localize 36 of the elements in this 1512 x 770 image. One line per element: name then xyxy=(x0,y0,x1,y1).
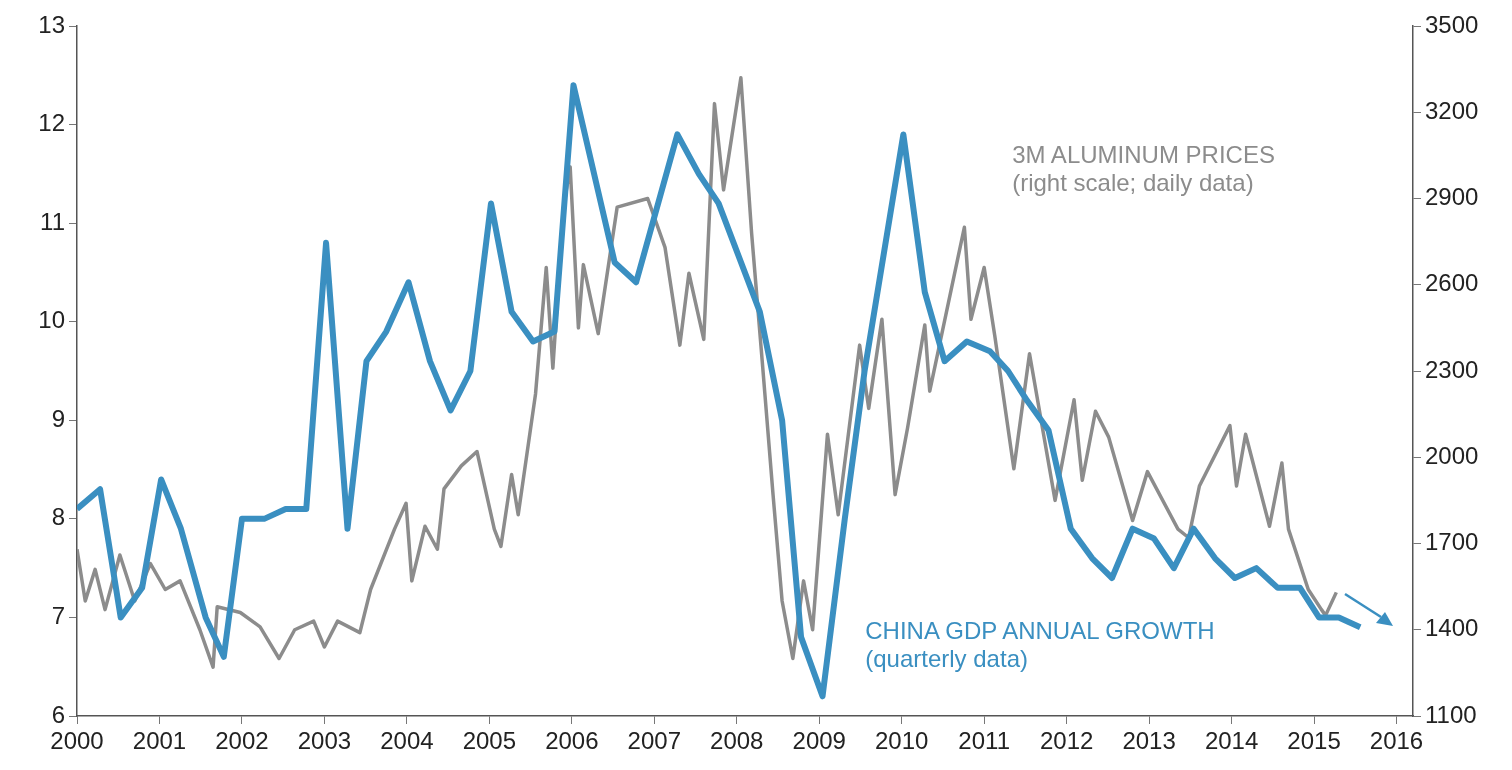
y2-tick-label: 1400 xyxy=(1425,614,1479,642)
x-tick-label: 2014 xyxy=(1204,727,1259,755)
x-tick-label: 2004 xyxy=(380,727,434,755)
y-tick-label: 12 xyxy=(38,109,65,137)
y2-tick-label: 2000 xyxy=(1425,441,1479,469)
x-tick-label: 2009 xyxy=(792,727,846,755)
x-tick-label: 2015 xyxy=(1287,727,1341,755)
y2-tick-label: 1100 xyxy=(1425,700,1477,728)
x-tick-label: 2002 xyxy=(215,727,269,755)
x-tick-label: 2012 xyxy=(1039,727,1094,755)
y2-tick-label: 2300 xyxy=(1425,355,1479,383)
y2-tick-label: 3500 xyxy=(1425,10,1479,38)
x-tick-label: 2006 xyxy=(545,727,599,755)
x-tick-label: 2008 xyxy=(710,727,764,755)
y2-tick-label: 2900 xyxy=(1425,183,1479,211)
x-tick-label: 2011 xyxy=(958,727,1010,755)
text: 3M ALUMINUM PRICES (right scale; daily data) xyxy=(1012,141,1275,198)
y-tick-label: 13 xyxy=(38,10,65,38)
y-tick-label: 9 xyxy=(51,404,65,432)
x-tick-label: 2016 xyxy=(1369,727,1424,755)
x-tick-label: 2000 xyxy=(50,727,104,755)
y2-tick-label: 2600 xyxy=(1425,269,1479,297)
series-label: CHINA GDP ANNUAL GROWTH (quarterly data) xyxy=(865,617,1215,674)
y-tick-label: 6 xyxy=(51,700,65,728)
x-tick-label: 2005 xyxy=(462,727,517,755)
y-tick-label: 8 xyxy=(51,503,65,531)
y-tick-label: 11 xyxy=(40,207,65,235)
x-tick-label: 2001 xyxy=(132,727,187,755)
x-tick-label: 2010 xyxy=(875,727,929,755)
x-tick-label: 2003 xyxy=(297,727,352,755)
y-tick-label: 7 xyxy=(51,602,65,630)
x-tick-label: 2013 xyxy=(1122,727,1176,755)
x-tick-label: 2007 xyxy=(627,727,681,755)
y2-tick-label: 1700 xyxy=(1425,528,1479,556)
y2-tick-label: 3200 xyxy=(1425,96,1479,124)
y-tick-label: 10 xyxy=(38,306,65,334)
